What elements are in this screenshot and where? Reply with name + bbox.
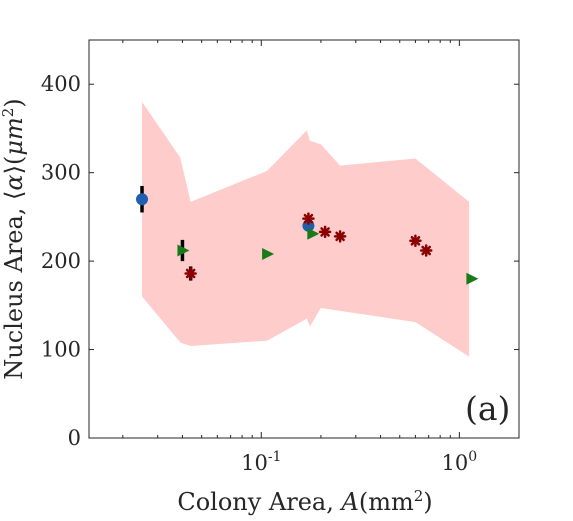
axes-frame [88, 39, 520, 439]
axis-ticks: 0 100 200 300 400 10-1 100 [41, 40, 519, 475]
y-tick-label: 300 [41, 161, 81, 185]
data-point-asterisk [318, 225, 332, 239]
x-tick-label: 100 [442, 449, 478, 475]
data-point-asterisk [419, 244, 433, 257]
y-axis-label: Nucleus Area, ⟨α⟩(μm2) [0, 98, 28, 379]
y-tick-label: 100 [41, 338, 81, 362]
x-tick-label: 10-1 [241, 449, 281, 475]
data-point-asterisk [302, 212, 315, 225]
y-tick-label: 200 [41, 249, 81, 273]
data-point-asterisk [333, 230, 347, 243]
data-point-triangle [307, 227, 320, 240]
data-markers [136, 185, 479, 285]
data-point-circle [136, 193, 149, 206]
data-point-triangle [177, 244, 190, 257]
panel-label: (a) [465, 389, 510, 428]
x-axis-label: Colony Area, A(mm2) [177, 487, 432, 516]
data-point-triangle [466, 272, 479, 285]
data-point-triangle [262, 248, 275, 261]
y-tick-label: 400 [41, 72, 81, 96]
data-point-asterisk [184, 267, 197, 280]
data-point-asterisk [409, 234, 422, 248]
y-tick-label: 0 [68, 426, 81, 450]
